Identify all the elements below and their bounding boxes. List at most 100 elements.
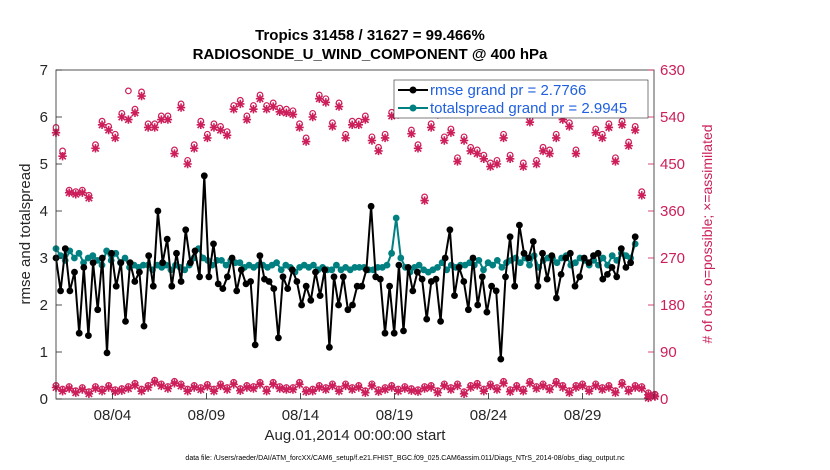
obs-assimilated-marker xyxy=(288,110,298,119)
rmse-point xyxy=(237,266,245,274)
rmse-point xyxy=(112,282,120,290)
obs-assimilated-marker xyxy=(473,149,482,158)
rmse-point xyxy=(506,233,514,241)
obs-assimilated-marker xyxy=(512,383,521,392)
rmse-point xyxy=(627,259,634,267)
rmse-point xyxy=(460,278,468,285)
obs-assimilated-marker xyxy=(644,390,653,400)
obs-assimilated-marker xyxy=(301,137,311,146)
rmse-point xyxy=(140,322,148,330)
y-tick-label: 7 xyxy=(40,62,48,79)
legend: rmse grand pr = 2.7766 totalspread grand… xyxy=(393,79,649,119)
obs-assimilated-marker xyxy=(604,383,614,392)
y-axis-label: rmse and totalspread xyxy=(17,164,34,305)
obs-assimilated-marker xyxy=(532,384,541,393)
obs-assimilated-marker xyxy=(216,125,225,135)
rmse-point xyxy=(122,318,129,325)
obs-assimilated-marker xyxy=(532,159,541,169)
obs-assimilated-marker xyxy=(367,381,377,391)
obs-assimilated-marker xyxy=(249,384,258,393)
rmse-point xyxy=(580,254,588,262)
obs-assimilated-marker xyxy=(262,386,271,396)
rmse-point xyxy=(604,271,611,278)
totalspread-point xyxy=(121,254,129,262)
rmse-point xyxy=(136,268,143,276)
obs-assimilated-marker xyxy=(571,383,581,392)
obs-assimilated-marker xyxy=(519,162,528,171)
rmse-point xyxy=(617,245,625,253)
obs-assimilated-marker xyxy=(91,144,100,153)
rmse-point xyxy=(57,287,64,295)
obs-assimilated-marker xyxy=(117,112,127,122)
obs-assimilated-marker xyxy=(236,99,245,109)
totalspread-point xyxy=(328,266,336,274)
y-tick-label: 0 xyxy=(40,391,48,408)
obs-assimilated-marker xyxy=(611,388,620,397)
obs-assimilated-marker xyxy=(433,388,442,397)
totalspread-point xyxy=(498,264,506,271)
rmse-point xyxy=(469,254,477,262)
y-tick-label: 6 xyxy=(40,109,48,126)
obs-assimilated-marker xyxy=(163,115,173,124)
obs-assimilated-marker xyxy=(295,380,304,389)
obs-assimilated-marker xyxy=(466,146,475,156)
rmse-point xyxy=(66,287,74,295)
obs-assimilated-marker xyxy=(617,380,627,389)
obs-assimilated-marker xyxy=(598,385,607,394)
axes: 0 1 2 3 4 5 6 7 0 90 180 270 360 450 540 630 08/04 08/09 0… xyxy=(40,62,685,424)
y2-tick-label: 360 xyxy=(660,203,685,220)
obs-assimilated-marker xyxy=(282,108,291,118)
rmse-point xyxy=(335,301,342,309)
obs-assimilated-marker xyxy=(387,383,396,392)
obs-assimilated-marker xyxy=(58,386,67,396)
obs-assimilated-marker xyxy=(347,385,357,394)
rmse-point xyxy=(529,238,537,245)
obs-assimilated-marker xyxy=(222,131,232,140)
rmse-point xyxy=(418,275,426,283)
rmse-point xyxy=(516,221,523,229)
legend-rmse-marker xyxy=(409,86,417,94)
rmse-point xyxy=(177,278,185,285)
rmse-point xyxy=(386,282,393,290)
totalspread-point xyxy=(388,249,395,257)
obs-assimilated-marker xyxy=(400,384,410,393)
y2-tick-label: 90 xyxy=(660,344,677,361)
rmse-point xyxy=(478,273,486,281)
obs-assimilated-marker xyxy=(163,384,173,393)
obs-assimilated-marker xyxy=(315,94,324,103)
totalspread-point xyxy=(526,261,533,269)
rmse-point xyxy=(349,301,356,309)
obs-assimilated-marker xyxy=(380,385,390,394)
obs-assimilated-marker xyxy=(328,122,337,131)
obs-assimilated-marker xyxy=(183,386,192,396)
obs-assimilated-marker xyxy=(558,115,567,124)
totalspread-point xyxy=(493,257,501,264)
rmse-point xyxy=(474,301,482,309)
rmse-point xyxy=(149,282,157,290)
totalspread-point xyxy=(480,266,487,274)
obs-assimilated-marker xyxy=(571,149,581,158)
obs-assimilated-marker xyxy=(150,123,159,132)
totalspread-point xyxy=(415,261,423,269)
obs-assimilated-marker xyxy=(591,381,600,391)
x-tick-label: 08/24 xyxy=(470,407,508,424)
rmse-point xyxy=(358,282,366,290)
obs-assimilated-marker xyxy=(157,381,166,391)
rmse-point xyxy=(539,249,546,257)
obs-assimilated-marker xyxy=(170,379,179,388)
obs-assimilated-marker xyxy=(282,385,291,394)
obs-assimilated-marker xyxy=(394,386,403,396)
totalspread-point xyxy=(222,261,230,269)
obs-assimilated-marker xyxy=(268,102,278,111)
rmse-point xyxy=(502,273,509,281)
rmse-point xyxy=(488,282,495,290)
plot-area-border xyxy=(55,69,655,400)
rmse-point xyxy=(210,240,217,248)
totalspread-point xyxy=(333,261,340,269)
obs-assimilated-marker xyxy=(190,144,199,153)
obs-assimilated-marker xyxy=(387,111,396,121)
obs-assimilated-marker xyxy=(295,123,304,132)
obs-assimilated-marker xyxy=(111,133,120,143)
obs-assimilated-marker xyxy=(321,385,331,394)
rmse-point xyxy=(339,273,347,281)
